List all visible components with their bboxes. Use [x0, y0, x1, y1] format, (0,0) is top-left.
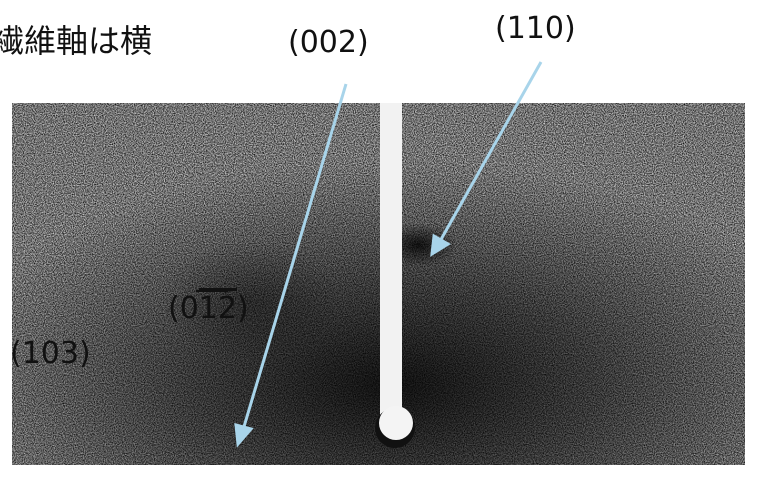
- label-part-overline: 12: [199, 291, 237, 326]
- peak-label: (012): [168, 291, 249, 326]
- caption: 繊維軸は横: [0, 22, 152, 60]
- page: 繊維軸は横 (002) (110) (012) (103) (() => { c…: [0, 0, 757, 479]
- peak-label: (110): [495, 11, 576, 46]
- label-part: (0: [168, 291, 199, 326]
- peak-label: (103): [10, 336, 91, 371]
- diffraction-image: [12, 103, 745, 465]
- label-part: ): [237, 291, 249, 326]
- peak-label: (002): [288, 25, 369, 60]
- figure: 繊維軸は横 (002) (110) (012) (103): [0, 0, 757, 479]
